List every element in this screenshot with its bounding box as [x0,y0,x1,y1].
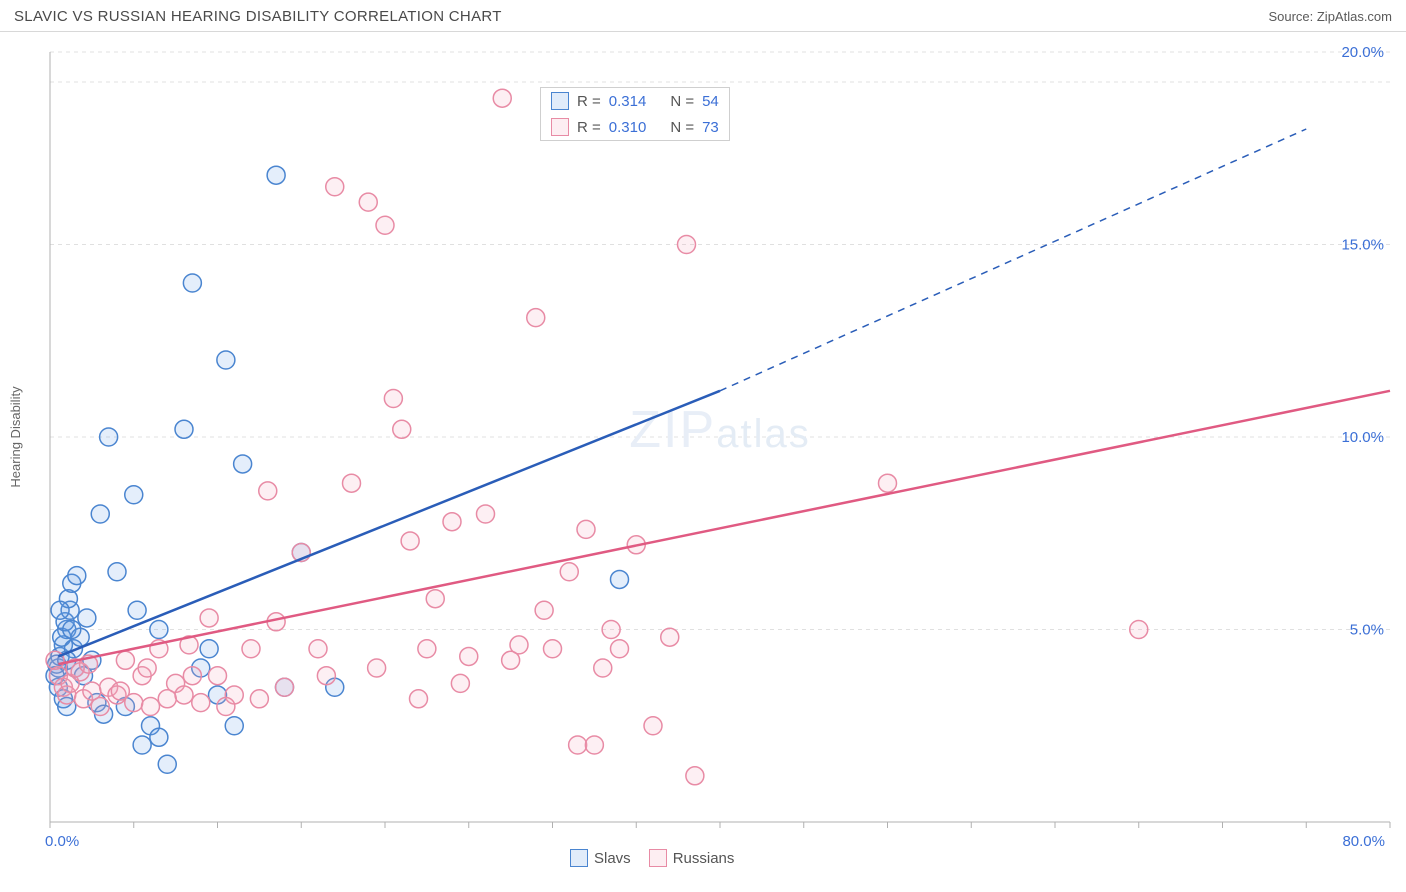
legend-swatch [649,849,667,867]
n-value: 73 [702,119,719,136]
series-legend: Slavs Russians [570,849,734,867]
chart-container: ZIPatlas Hearing Disability 5.0% 10.0% 15.0%… [0,32,1406,882]
svg-text:15.0%: 15.0% [1341,237,1384,254]
svg-text:10.0%: 10.0% [1341,429,1384,446]
source-link[interactable]: ZipAtlas.com [1317,9,1392,24]
svg-text:0.0%: 0.0% [45,833,79,850]
source-prefix: Source: [1268,9,1316,24]
n-label: N = [670,93,694,110]
series-swatch [551,92,569,110]
r-value: 0.314 [609,93,647,110]
correlation-stats-box: R = 0.314 N = 54 R = 0.310 N = 73 [540,87,730,141]
legend-item: Russians [649,849,735,867]
stat-row: R = 0.314 N = 54 [541,88,729,114]
chart-title: SLAVIC VS RUSSIAN HEARING DISABILITY COR… [14,8,502,25]
svg-text:80.0%: 80.0% [1342,833,1385,850]
svg-text:5.0%: 5.0% [1350,622,1384,639]
legend-label: Slavs [594,850,631,867]
svg-text:Hearing Disability: Hearing Disability [8,386,23,488]
legend-swatch [570,849,588,867]
source-attribution: Source: ZipAtlas.com [1268,9,1392,24]
n-value: 54 [702,93,719,110]
legend-item: Slavs [570,849,631,867]
r-value: 0.310 [609,119,647,136]
scatter-chart: ZIPatlas Hearing Disability 5.0% 10.0% 15.0%… [0,32,1406,882]
chart-header: SLAVIC VS RUSSIAN HEARING DISABILITY COR… [0,0,1406,32]
svg-text:20.0%: 20.0% [1341,44,1384,61]
series-swatch [551,118,569,136]
n-label: N = [670,119,694,136]
stat-row: R = 0.310 N = 73 [541,114,729,140]
svg-text:ZIPatlas: ZIPatlas [629,401,810,459]
legend-label: Russians [673,850,735,867]
r-label: R = [577,119,601,136]
r-label: R = [577,93,601,110]
